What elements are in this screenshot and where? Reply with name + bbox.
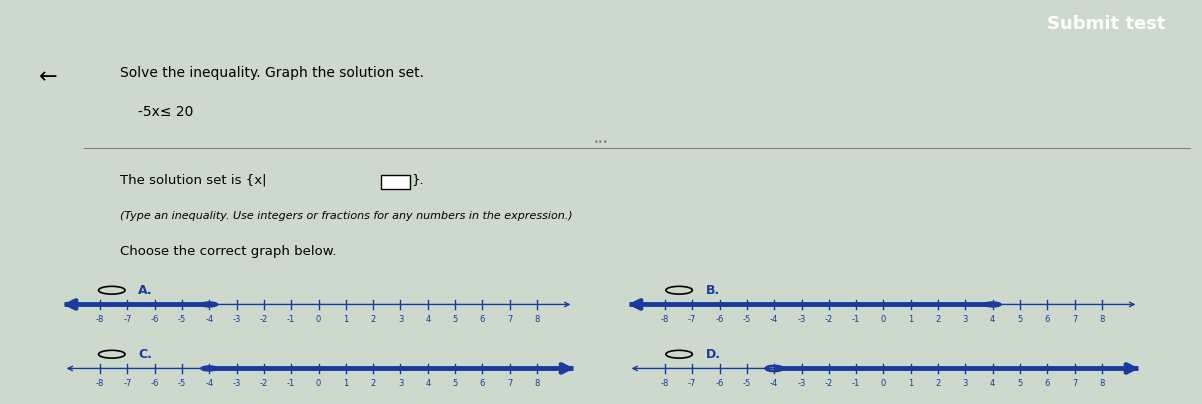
Text: Choose the correct graph below.: Choose the correct graph below. <box>120 245 337 258</box>
Text: -4: -4 <box>206 379 214 387</box>
Text: -6: -6 <box>715 315 724 324</box>
Text: 7: 7 <box>507 315 512 324</box>
Text: 8: 8 <box>535 315 540 324</box>
Text: Submit test: Submit test <box>1047 15 1166 33</box>
Text: }.: }. <box>411 174 424 187</box>
Text: -1: -1 <box>287 379 296 387</box>
Text: A.: A. <box>138 284 153 297</box>
Circle shape <box>984 302 1001 307</box>
Text: (Type an inequality. Use integers or fractions for any numbers in the expression: (Type an inequality. Use integers or fra… <box>120 210 573 221</box>
Text: 3: 3 <box>398 379 403 387</box>
Text: -3: -3 <box>232 379 240 387</box>
Text: 1: 1 <box>344 379 349 387</box>
Text: -7: -7 <box>123 315 131 324</box>
Text: -2: -2 <box>825 379 833 387</box>
Text: 6: 6 <box>480 315 486 324</box>
Text: -3: -3 <box>797 379 805 387</box>
Text: -1: -1 <box>287 315 296 324</box>
Text: 3: 3 <box>963 315 968 324</box>
Text: B.: B. <box>706 284 720 297</box>
Text: -7: -7 <box>688 379 696 387</box>
Text: -4: -4 <box>770 315 779 324</box>
Text: 4: 4 <box>426 379 430 387</box>
Text: 0: 0 <box>316 379 321 387</box>
Text: 7: 7 <box>1072 379 1077 387</box>
Circle shape <box>201 302 218 307</box>
Text: -2: -2 <box>825 315 833 324</box>
Text: 0: 0 <box>316 315 321 324</box>
Text: 8: 8 <box>1100 379 1105 387</box>
Text: 6: 6 <box>1045 379 1051 387</box>
Text: 8: 8 <box>535 379 540 387</box>
Text: 5: 5 <box>1017 379 1023 387</box>
Text: 1: 1 <box>909 379 914 387</box>
Text: -3: -3 <box>232 315 240 324</box>
Text: 4: 4 <box>426 315 430 324</box>
Text: -8: -8 <box>96 379 105 387</box>
Text: -1: -1 <box>852 379 861 387</box>
Text: 3: 3 <box>398 315 403 324</box>
Text: -7: -7 <box>123 379 131 387</box>
Text: -4: -4 <box>770 379 779 387</box>
Text: -6: -6 <box>715 379 724 387</box>
Text: 5: 5 <box>452 379 458 387</box>
Text: 4: 4 <box>990 315 995 324</box>
Text: -5: -5 <box>178 315 186 324</box>
Text: 2: 2 <box>935 315 941 324</box>
Text: 6: 6 <box>480 379 486 387</box>
Text: -5x≤ 20: -5x≤ 20 <box>138 105 194 120</box>
Text: D.: D. <box>706 348 720 361</box>
Text: -7: -7 <box>688 315 696 324</box>
FancyBboxPatch shape <box>381 175 410 189</box>
Text: 5: 5 <box>452 315 458 324</box>
Text: 0: 0 <box>881 315 886 324</box>
Text: 6: 6 <box>1045 315 1051 324</box>
Text: -8: -8 <box>661 379 670 387</box>
Text: 5: 5 <box>1017 315 1023 324</box>
Text: -5: -5 <box>178 379 186 387</box>
Text: Solve the inequality. Graph the solution set.: Solve the inequality. Graph the solution… <box>120 66 424 80</box>
Text: The solution set is {x|: The solution set is {x| <box>120 174 267 187</box>
Text: 4: 4 <box>990 379 995 387</box>
Text: 2: 2 <box>935 379 941 387</box>
Text: 8: 8 <box>1100 315 1105 324</box>
Text: 2: 2 <box>370 379 376 387</box>
Text: •••: ••• <box>594 138 608 147</box>
Text: -2: -2 <box>260 379 268 387</box>
Text: 2: 2 <box>370 315 376 324</box>
Circle shape <box>201 366 218 371</box>
Text: -6: -6 <box>150 379 159 387</box>
Text: -6: -6 <box>150 315 159 324</box>
Text: 3: 3 <box>963 379 968 387</box>
Text: -8: -8 <box>96 315 105 324</box>
Text: -3: -3 <box>797 315 805 324</box>
Text: -2: -2 <box>260 315 268 324</box>
Text: -5: -5 <box>743 379 751 387</box>
Text: ←: ← <box>38 67 58 87</box>
Text: -5: -5 <box>743 315 751 324</box>
Text: 7: 7 <box>1072 315 1077 324</box>
Text: -1: -1 <box>852 315 861 324</box>
Text: -4: -4 <box>206 315 214 324</box>
Text: 7: 7 <box>507 379 512 387</box>
Text: -8: -8 <box>661 315 670 324</box>
Text: 1: 1 <box>344 315 349 324</box>
Text: 1: 1 <box>909 315 914 324</box>
Text: C.: C. <box>138 348 153 361</box>
Text: 0: 0 <box>881 379 886 387</box>
